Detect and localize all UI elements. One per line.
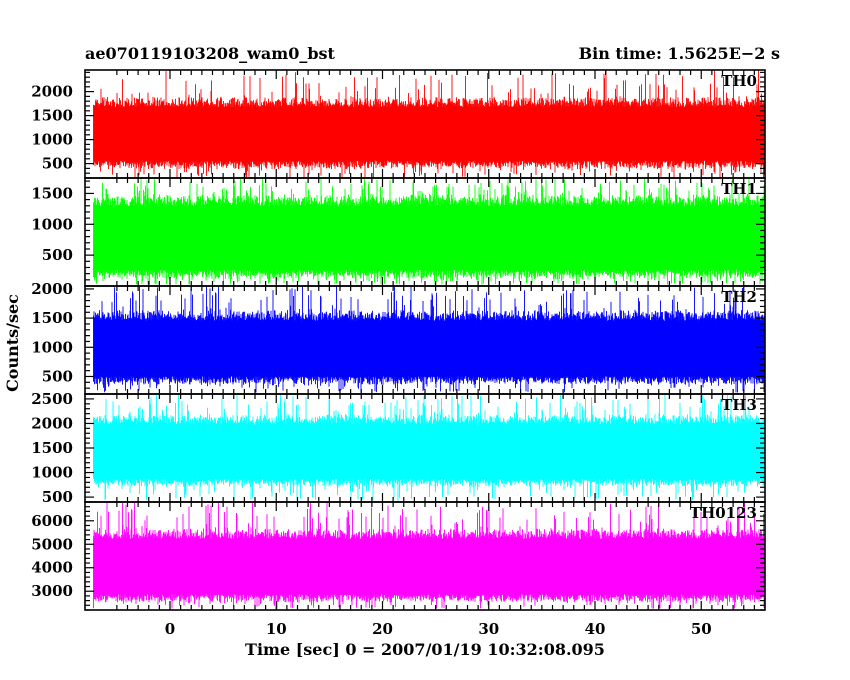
panel-th2: 500 1000 1500 2000 TH2 — [31, 280, 766, 395]
y-axis-label: Counts/sec — [3, 294, 22, 392]
x-tick-label: 0 — [165, 620, 175, 638]
y-tick-label: 1000 — [31, 131, 73, 149]
panel-label-th1: TH1 — [721, 180, 757, 198]
y-tick-label: 1500 — [31, 184, 73, 202]
panel-th0123: 3000 4000 5000 6000 TH0123 — [31, 501, 766, 611]
panel-label-th0123: TH0123 — [690, 504, 757, 522]
y-tick-label: 1500 — [31, 439, 73, 457]
y-tick-label: 6000 — [31, 512, 73, 530]
series-th2-trace — [93, 286, 765, 393]
y-tick-label: 2500 — [31, 390, 73, 408]
panel-th3: 500 1000 1500 2000 2500 TH3 — [31, 390, 766, 506]
panel-label-th0: TH0 — [721, 72, 757, 90]
x-axis-label: Time [sec] 0 = 2007/01/19 10:32:08.095 — [245, 640, 605, 659]
y-tick-label: 500 — [42, 488, 73, 506]
y-tick-label: 3000 — [31, 582, 73, 600]
y-tick-label: 2000 — [31, 83, 73, 101]
y-tick-label: 500 — [42, 246, 73, 264]
series-th1-trace — [93, 178, 765, 285]
y-tick-label: 2000 — [31, 414, 73, 432]
x-tick-label: 40 — [585, 620, 606, 638]
panel-th1: 500 1000 1500 TH1 — [31, 177, 766, 287]
y-tick-label: 1000 — [31, 464, 73, 482]
y-tick-label: 2000 — [31, 280, 73, 298]
y-tick-label: 1000 — [31, 215, 73, 233]
y-tick-label: 1500 — [31, 309, 73, 327]
x-axis: 0 10 20 30 40 50 — [165, 620, 712, 638]
x-tick-label: 10 — [266, 620, 287, 638]
panels-group: 500 1000 1500 2000 TH0 500 1000 1500 TH1 500 1000 1… — [31, 69, 766, 611]
panel-label-th3: TH3 — [721, 396, 757, 414]
chart-title: ae070119103208_wam0_bst — [85, 44, 336, 63]
y-tick-label: 1500 — [31, 107, 73, 125]
y-tick-label: 5000 — [31, 535, 73, 553]
series-th0-trace — [93, 70, 765, 178]
x-tick-label: 20 — [372, 620, 393, 638]
series-th3-trace — [93, 394, 765, 501]
x-tick-label: 50 — [691, 620, 712, 638]
y-tick-label: 500 — [42, 367, 73, 385]
bin-time-label: Bin time: 1.5625E−2 s — [579, 44, 780, 63]
y-tick-label: 1000 — [31, 338, 73, 356]
panel-th0: 500 1000 1500 2000 TH0 — [31, 69, 766, 179]
series-th0123-trace — [93, 502, 765, 609]
x-tick-label: 30 — [478, 620, 499, 638]
y-tick-label: 4000 — [31, 559, 73, 577]
panel-label-th2: TH2 — [721, 288, 757, 306]
y-tick-label: 500 — [42, 155, 73, 173]
